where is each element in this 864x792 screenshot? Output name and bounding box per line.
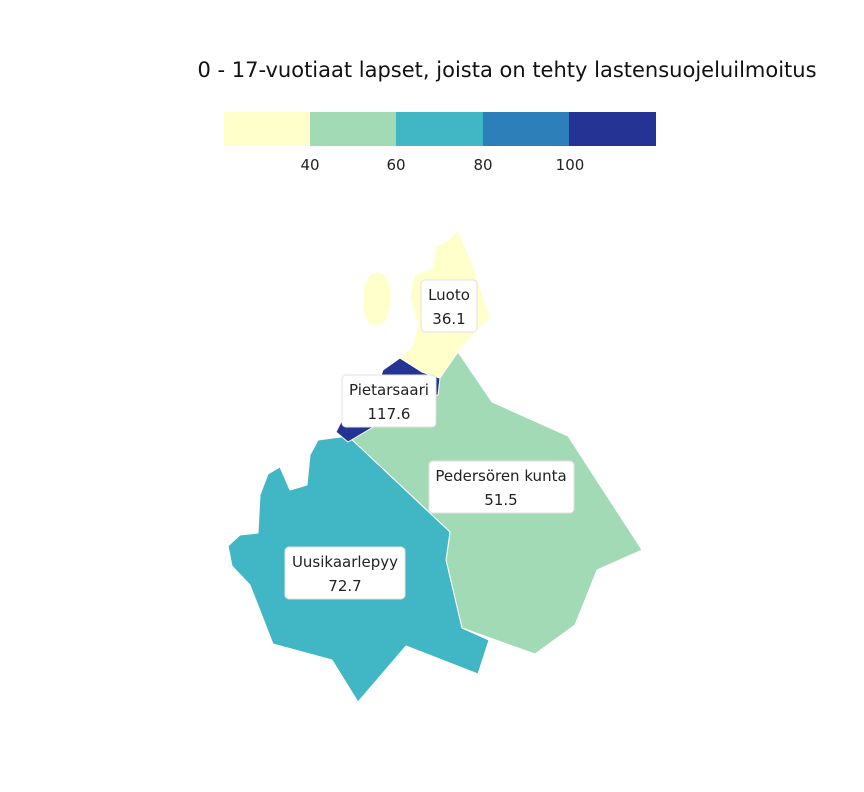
- label-value-pietarsaari: 117.6: [368, 405, 411, 423]
- label-value-luoto: 36.1: [432, 310, 465, 328]
- color-legend: 40 60 80 100: [224, 112, 656, 174]
- region-label-uusikaarlepyy: Uusikaarlepyy 72.7: [284, 546, 406, 600]
- legend-swatch-2: [310, 112, 397, 146]
- region-label-luoto: Luoto 36.1: [420, 279, 478, 333]
- label-box-pedersoren-kunta: [428, 460, 575, 514]
- legend-tick-60: 60: [386, 156, 405, 174]
- label-name-pietarsaari: Pietarsaari: [349, 381, 429, 399]
- legend-swatch-5: [569, 112, 656, 146]
- legend-tick-40: 40: [300, 156, 319, 174]
- region-luoto-island[interactable]: [362, 271, 392, 327]
- legend-swatch-3: [396, 112, 484, 146]
- legend-tick-80: 80: [473, 156, 492, 174]
- label-box-luoto: [420, 279, 478, 333]
- label-box-uusikaarlepyy: [284, 546, 406, 600]
- legend-swatch-1: [224, 112, 311, 146]
- legend-tick-100: 100: [556, 156, 585, 174]
- label-name-pedersoren-kunta: Pedersören kunta: [435, 467, 566, 485]
- region-label-pietarsaari: Pietarsaari 117.6: [341, 374, 437, 428]
- label-name-uusikaarlepyy: Uusikaarlepyy: [292, 553, 398, 571]
- region-label-pedersoren-kunta: Pedersören kunta 51.5: [428, 460, 575, 514]
- legend-swatch-4: [483, 112, 570, 146]
- label-name-luoto: Luoto: [428, 286, 470, 304]
- label-value-pedersoren-kunta: 51.5: [484, 491, 517, 509]
- label-box-pietarsaari: [341, 374, 437, 428]
- map-title: 0 - 17-vuotiaat lapset, joista on tehty …: [197, 58, 816, 82]
- label-value-uusikaarlepyy: 72.7: [328, 577, 361, 595]
